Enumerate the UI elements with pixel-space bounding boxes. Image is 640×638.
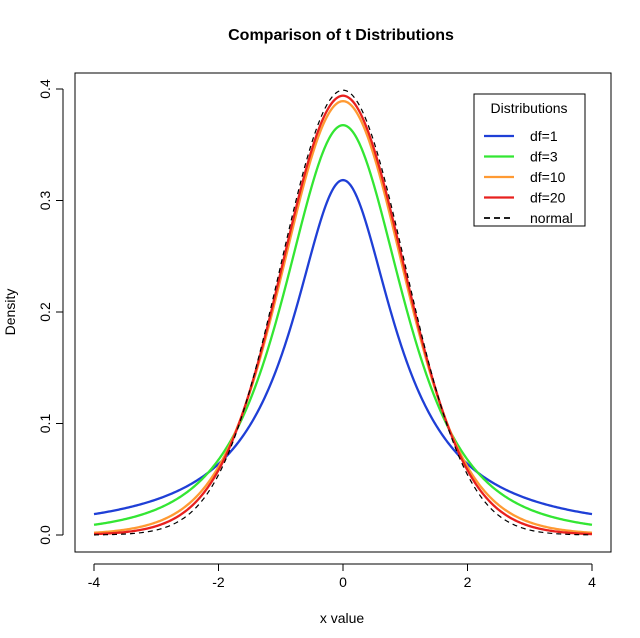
series-line-df-1 xyxy=(93,178,593,516)
legend-title: Distributions xyxy=(490,100,567,116)
x-axis-label: x value xyxy=(320,610,365,626)
x-tick-label: 2 xyxy=(464,574,472,590)
series-line-df-3 xyxy=(93,124,593,526)
x-tick-label: -2 xyxy=(212,574,225,590)
y-tick-label: 0.0 xyxy=(37,525,53,545)
legend-label: df=3 xyxy=(530,149,558,165)
legend-label: df=20 xyxy=(530,190,566,206)
legend-box xyxy=(473,93,586,227)
x-tick-label: 0 xyxy=(339,574,347,590)
y-axis-label: Density xyxy=(2,289,18,336)
legend: Distributions df=1 df=3 df=10 df=20 normal xyxy=(473,93,586,227)
plot-frame xyxy=(74,72,612,553)
series-line-normal xyxy=(93,89,593,536)
y-tick-label: 0.1 xyxy=(37,414,53,434)
legend-label: normal xyxy=(530,210,573,226)
y-axis: 0.0 0.1 0.2 0.3 0.4 xyxy=(37,79,64,545)
x-tick-label: -4 xyxy=(88,574,101,590)
y-tick-label: 0.3 xyxy=(37,191,53,211)
x-axis: -4 -2 0 2 4 xyxy=(88,563,596,590)
legend-label: df=10 xyxy=(530,169,566,185)
legend-label: df=1 xyxy=(530,128,558,144)
density-curves xyxy=(93,89,593,536)
series-line-df-20 xyxy=(93,94,593,536)
chart-title: Comparison of t Distributions xyxy=(228,27,454,44)
series-line-df-10 xyxy=(93,99,593,534)
y-tick-label: 0.4 xyxy=(37,79,53,99)
x-tick-label: 4 xyxy=(588,574,596,590)
y-tick-label: 0.2 xyxy=(37,302,53,322)
